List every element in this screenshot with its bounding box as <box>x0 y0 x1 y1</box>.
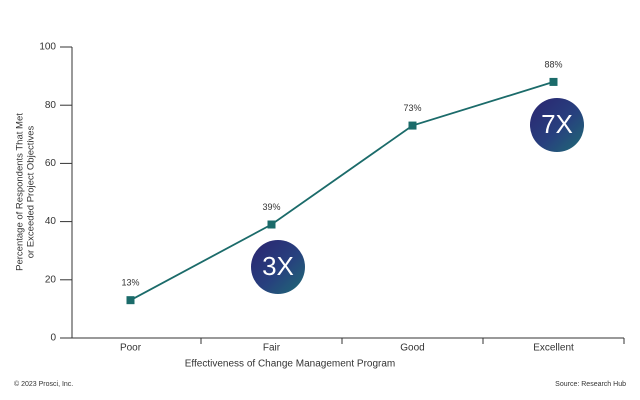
y-tick-label: 100 <box>39 42 56 53</box>
y-tick-label: 80 <box>45 100 57 111</box>
marker <box>408 121 417 130</box>
x-tick-label: Fair <box>263 343 281 354</box>
marker <box>126 296 135 305</box>
x-tick-label: Poor <box>120 343 142 354</box>
data-label: 39% <box>262 202 280 212</box>
line <box>130 81 554 301</box>
marker <box>267 220 276 229</box>
data-label: 13% <box>121 278 139 288</box>
y-tick-label: 20 <box>45 274 57 285</box>
y-tick-label: 60 <box>45 158 57 169</box>
badge <box>251 240 305 294</box>
y-axis-title: or Exceeded Project Objectives <box>26 125 37 258</box>
marker <box>549 77 558 86</box>
badge-label: 3X <box>262 251 294 281</box>
badge <box>530 98 584 152</box>
y-tick-label: 0 <box>50 333 56 344</box>
footer-right: Source: Research Hub <box>555 381 626 388</box>
footer-left: © 2023 Prosci, Inc. <box>14 380 73 388</box>
y-tick-label: 40 <box>45 216 57 227</box>
x-tick-label: Excellent <box>533 343 574 354</box>
x-axis-title: Effectiveness of Change Management Progr… <box>185 359 396 370</box>
y-axis-title: Percentage of Respondents That Met <box>15 113 26 271</box>
data-label: 73% <box>403 103 421 113</box>
badge-label: 7X <box>541 109 573 139</box>
data-label: 88% <box>544 59 562 69</box>
x-tick-label: Good <box>400 343 424 354</box>
